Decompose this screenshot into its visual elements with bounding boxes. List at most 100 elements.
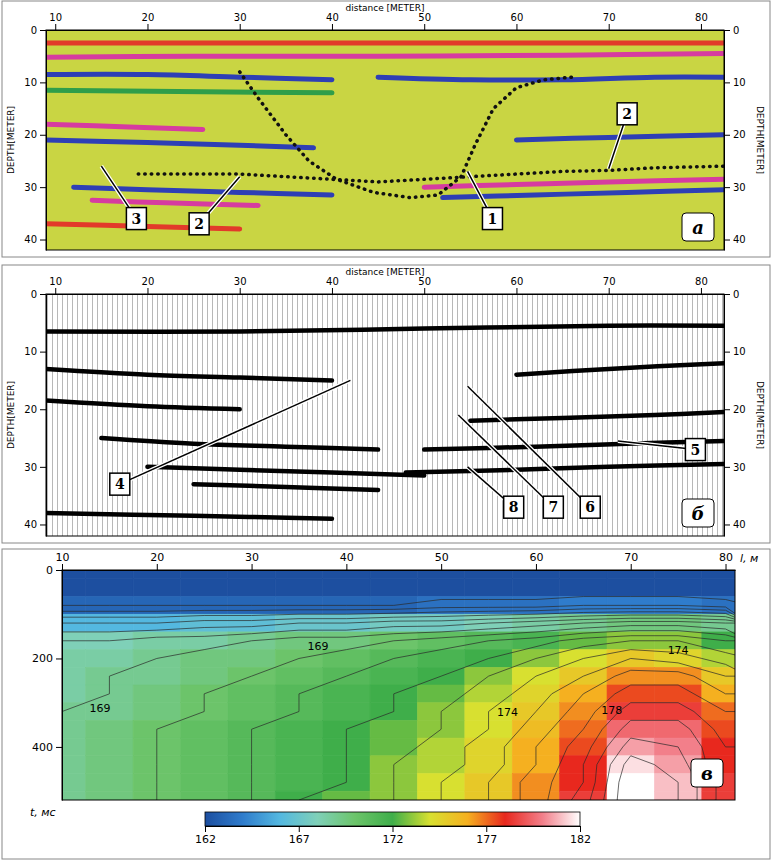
cell (275, 756, 322, 774)
tick: 10 (724, 346, 746, 357)
cell (512, 570, 559, 579)
cell (275, 667, 322, 685)
tick-mark (56, 747, 62, 748)
tick: 177 (476, 826, 497, 846)
tick: 20 (142, 12, 155, 30)
tick: 40 (24, 519, 46, 530)
tick: 20 (24, 404, 46, 415)
horizon (406, 464, 724, 473)
cell (62, 791, 86, 800)
cell (654, 667, 701, 685)
contour-line (489, 658, 735, 800)
tick-mark (724, 524, 730, 525)
plot-frame (46, 30, 724, 250)
contour-line (604, 738, 697, 800)
cell (180, 632, 227, 650)
cell (417, 756, 464, 774)
tick-label: 60 (511, 12, 524, 23)
tick: 20 (724, 404, 746, 415)
tick: 400 (32, 741, 62, 754)
plot-marks (62, 570, 735, 800)
tick-mark (609, 288, 610, 294)
cell (417, 650, 464, 668)
cell (228, 703, 275, 721)
horizon (46, 326, 724, 332)
tick-label: 50 (418, 276, 431, 287)
cell (228, 570, 275, 579)
cell (702, 650, 735, 668)
tick-label: 40 (24, 234, 37, 245)
cell (86, 579, 133, 597)
tick: 0 (724, 289, 739, 300)
axis-line (724, 31, 725, 251)
tick-mark (424, 24, 425, 30)
cell (133, 703, 180, 721)
tick: 0 (31, 25, 46, 36)
cell (417, 685, 464, 703)
tick-label: 177 (476, 833, 497, 846)
tick-mark (724, 82, 730, 83)
callout-box (504, 496, 524, 518)
cell (607, 685, 654, 703)
cell (86, 738, 133, 756)
tick-label: 40 (24, 519, 37, 530)
x-axis-title: l, м (740, 552, 758, 565)
horizon (516, 363, 724, 375)
callout-box (110, 473, 130, 495)
contour-line (62, 615, 735, 800)
tick-label: 162 (195, 833, 216, 846)
horizon (46, 513, 332, 519)
cell (62, 685, 86, 703)
callout: 1 (468, 171, 503, 229)
cell (417, 570, 464, 579)
cell (607, 579, 654, 597)
cell (607, 773, 654, 791)
contour-line (571, 703, 735, 800)
tick-label: 70 (624, 551, 638, 564)
cell (180, 756, 227, 774)
tick-mark (701, 24, 702, 30)
cell (62, 667, 86, 685)
tick-label: 0 (733, 289, 739, 300)
callout: 8 (468, 467, 524, 518)
tick-label: 30 (234, 12, 247, 23)
cell (323, 703, 370, 721)
cell (607, 738, 654, 756)
tick-mark (724, 467, 730, 468)
tick: 10 (724, 77, 746, 88)
tick-label: 30 (24, 182, 37, 193)
tick: 10 (49, 12, 62, 30)
cell (465, 738, 512, 756)
cell (228, 685, 275, 703)
callout: 6 (468, 386, 601, 518)
tick-label: 400 (32, 741, 53, 754)
tick-mark (205, 826, 206, 832)
tick: 40 (724, 234, 746, 245)
leader (120, 380, 351, 484)
tick-mark (332, 288, 333, 294)
cell (323, 791, 370, 800)
cell (180, 791, 227, 800)
contour-label: 169 (89, 702, 110, 715)
leader-halo (468, 386, 591, 507)
tick-mark (299, 826, 300, 832)
callout-label: 7 (548, 499, 558, 515)
tick-mark (724, 240, 730, 241)
tick-label: 40 (340, 551, 354, 564)
cell (275, 570, 322, 579)
yticks-axis: 010203040 (724, 25, 746, 251)
callout-box (617, 103, 637, 125)
yticks-axis: 0200400 (32, 564, 63, 800)
tick-mark (147, 288, 148, 294)
contour-line (548, 685, 735, 800)
cell (133, 667, 180, 685)
tick-label: 50 (418, 12, 431, 23)
axis-line (62, 571, 63, 801)
cell (228, 579, 275, 597)
tick: 182 (570, 826, 591, 846)
xticks-axis: 1020304050607080 (47, 12, 725, 31)
cell (323, 632, 370, 650)
callout-box (685, 439, 705, 461)
cell (702, 570, 735, 579)
cell (370, 579, 417, 597)
